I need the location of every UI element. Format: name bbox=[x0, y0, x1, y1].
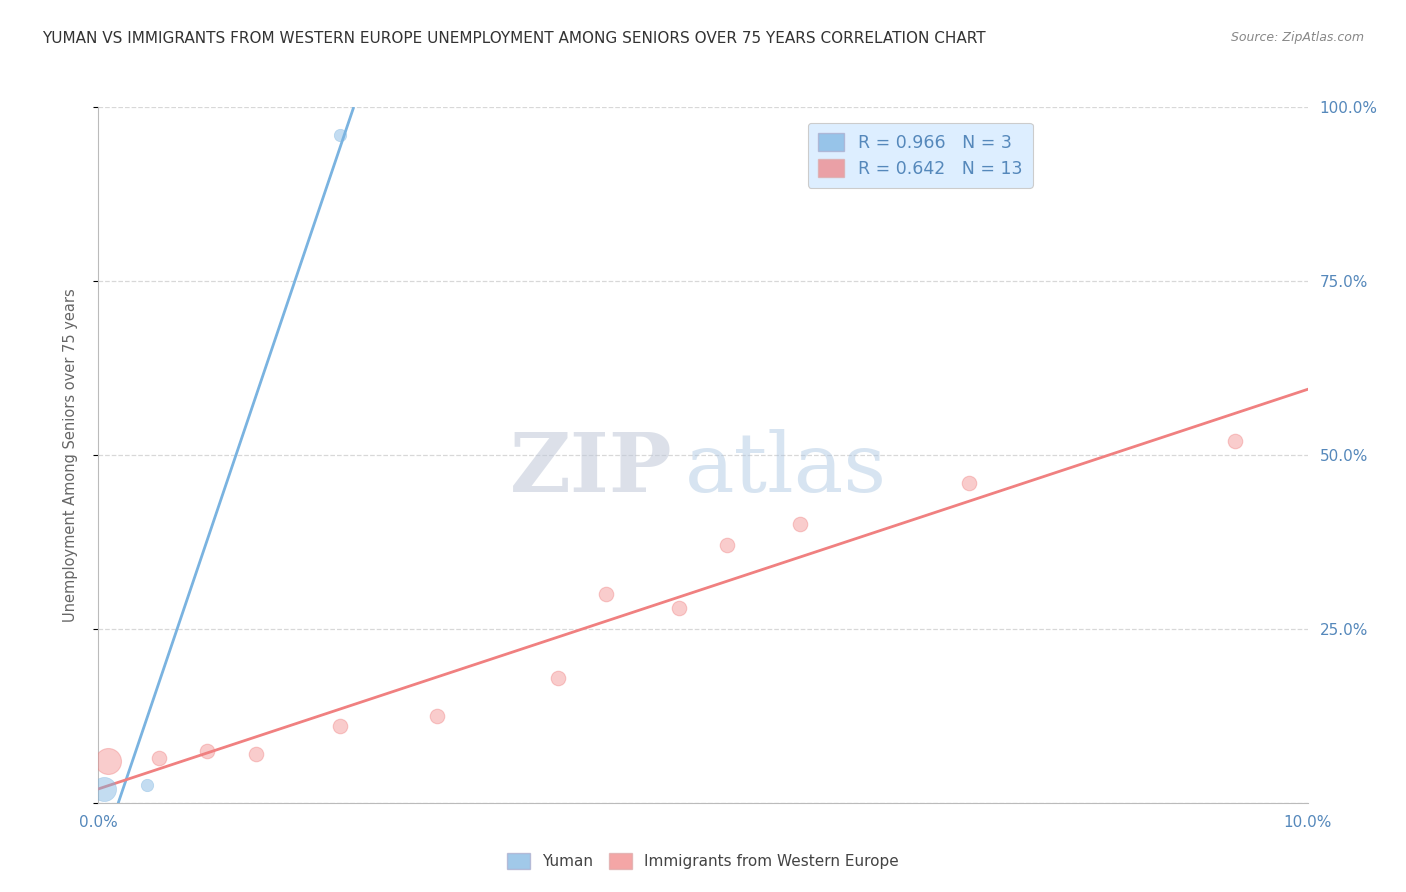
Point bbox=[245, 747, 267, 761]
Point bbox=[329, 719, 352, 733]
Point bbox=[716, 538, 738, 552]
Point bbox=[668, 601, 690, 615]
Point bbox=[595, 587, 617, 601]
Point bbox=[93, 781, 115, 796]
Text: YUMAN VS IMMIGRANTS FROM WESTERN EUROPE UNEMPLOYMENT AMONG SENIORS OVER 75 YEARS: YUMAN VS IMMIGRANTS FROM WESTERN EUROPE … bbox=[42, 31, 986, 46]
Text: ZIP: ZIP bbox=[510, 429, 673, 508]
Text: Source: ZipAtlas.com: Source: ZipAtlas.com bbox=[1230, 31, 1364, 45]
Point bbox=[195, 744, 218, 758]
Point bbox=[97, 754, 120, 768]
Point bbox=[547, 671, 569, 685]
Y-axis label: Unemployment Among Seniors over 75 years: Unemployment Among Seniors over 75 years bbox=[63, 288, 77, 622]
Legend: Yuman, Immigrants from Western Europe: Yuman, Immigrants from Western Europe bbox=[501, 847, 905, 875]
Point bbox=[148, 750, 170, 764]
Text: atlas: atlas bbox=[685, 429, 887, 508]
Point bbox=[426, 708, 449, 723]
Point bbox=[957, 475, 980, 490]
Point bbox=[789, 517, 811, 532]
Point bbox=[329, 128, 352, 142]
Point bbox=[1223, 434, 1246, 448]
Point bbox=[135, 778, 157, 792]
